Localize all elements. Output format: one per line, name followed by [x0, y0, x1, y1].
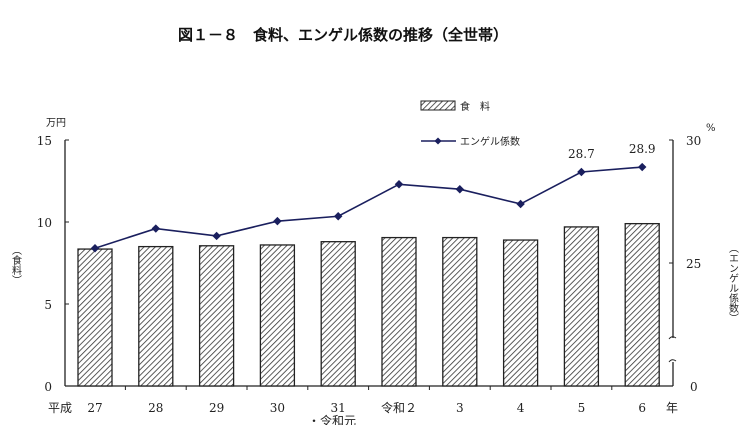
bar-29 — [198, 245, 235, 387]
legend-bar-swatch — [420, 100, 456, 111]
legend-line-label: エンゲル係数 — [460, 135, 520, 148]
engel-point-3 — [455, 184, 465, 194]
left-tick: 15 — [37, 134, 52, 148]
x-tick-label: 5 — [578, 401, 586, 415]
right-axis-label: （エンゲル係数） — [727, 243, 739, 323]
bar-27 — [77, 248, 113, 387]
data-label: 28.9 — [629, 142, 656, 156]
engel-point-27 — [90, 243, 100, 253]
engel-point-5 — [577, 167, 586, 177]
x-tick-label: 6 — [638, 401, 646, 415]
engel-line — [94, 166, 643, 250]
engel-point-令和２ — [394, 180, 404, 189]
bar-3 — [442, 236, 478, 387]
x-tick-label: 4 — [517, 401, 525, 415]
axis-break-icon — [668, 336, 677, 363]
x-tick-label: 31 — [331, 401, 346, 415]
x-tick-label: 27 — [87, 401, 102, 415]
left-tick: 0 — [44, 380, 52, 394]
engel-point-28 — [151, 224, 161, 233]
left-tick: 10 — [37, 216, 52, 230]
x-tick-label: 令和２ — [381, 400, 417, 415]
right-axis-unit: % — [706, 123, 716, 134]
bar-令和２ — [381, 236, 417, 387]
data-label: 28.7 — [568, 147, 595, 161]
x-unit-label: 年 — [666, 401, 678, 415]
left-axis-unit: 万円 — [46, 118, 66, 129]
era-label: 平成 — [48, 401, 72, 415]
x-tick-label: 28 — [148, 401, 163, 415]
bar-6 — [624, 222, 660, 387]
x-tick-label: 3 — [456, 401, 464, 415]
bar-30 — [259, 244, 296, 387]
legend-line-marker — [434, 137, 442, 145]
bar-28 — [138, 245, 174, 387]
engel-point-31 — [333, 212, 343, 221]
left-tick: 5 — [44, 298, 52, 312]
engel-point-4 — [516, 199, 525, 209]
right-tick-30: 30 — [686, 134, 701, 148]
right-tick-0: 0 — [690, 380, 698, 394]
bar-31 — [320, 241, 356, 387]
bar-4 — [502, 239, 539, 387]
engel-point-29 — [212, 231, 221, 241]
left-axis-label: （食料） — [10, 245, 22, 285]
chart-title: 図１－８ 食料、エンゲル係数の推移（全世帯） — [178, 26, 508, 44]
x-tick-label: 30 — [270, 401, 285, 415]
engel-point-6 — [637, 162, 647, 172]
right-tick-25: 25 — [686, 257, 701, 271]
x-tick-label: 29 — [209, 401, 224, 415]
era-sub-label: ・令和元 — [308, 413, 356, 425]
engel-point-30 — [273, 216, 282, 226]
legend-bar-label: 食 料 — [460, 100, 490, 113]
bar-5 — [563, 226, 600, 387]
